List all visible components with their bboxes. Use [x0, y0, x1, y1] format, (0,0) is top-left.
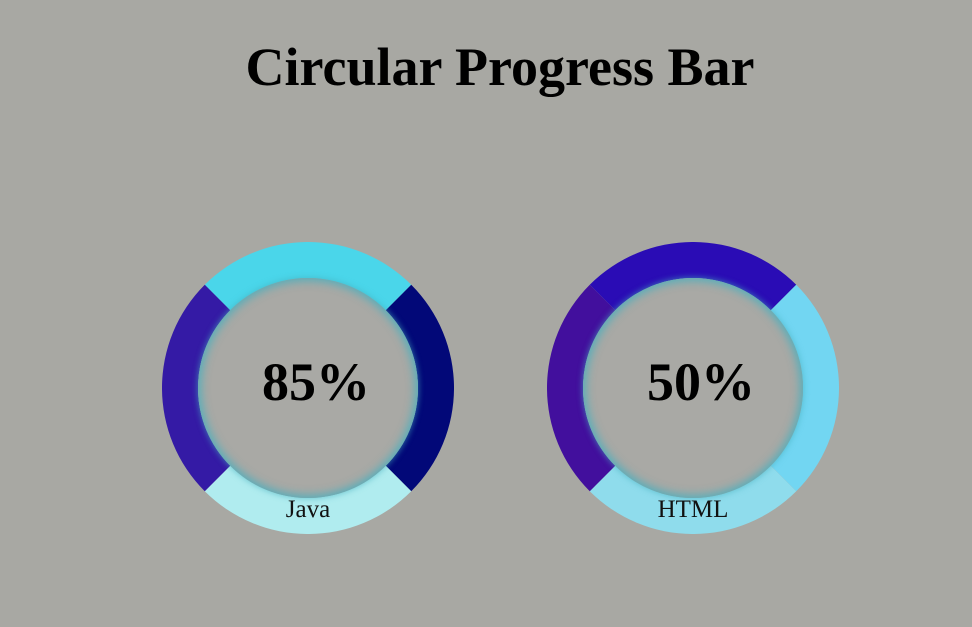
ring-segment-right: [385, 284, 454, 492]
ring-segment-top: [589, 242, 797, 311]
progress-percent-text: 85%: [262, 352, 370, 412]
ring-segment-bottom: [204, 465, 412, 534]
page-title: Circular Progress Bar: [245, 37, 755, 97]
progress-inner-circle: [583, 278, 803, 498]
progress-circle-html: 50% HTML: [547, 242, 839, 534]
ring-segment-top: [204, 242, 412, 311]
progress-ring-java: [162, 242, 454, 534]
progress-percent-text: 50%: [647, 352, 755, 412]
ring-segment-bottom: [589, 465, 797, 534]
progress-ring-html: [547, 242, 839, 534]
progress-label: Java: [285, 496, 331, 523]
ring-segment-left: [162, 284, 231, 492]
progress-label: HTML: [657, 496, 729, 523]
ring-segment-right: [770, 284, 839, 492]
ring-segment-left: [547, 284, 616, 492]
progress-circle-java: 85% Java: [162, 242, 454, 534]
progress-inner-circle: [198, 278, 418, 498]
